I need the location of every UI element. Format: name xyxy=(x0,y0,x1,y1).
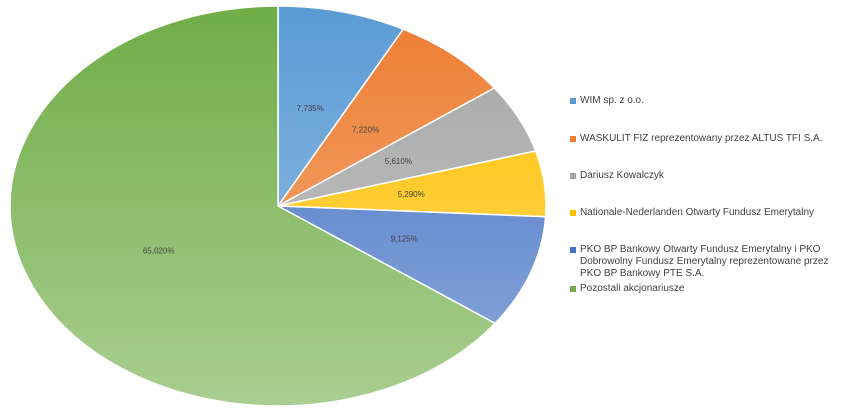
legend: WIM sp. z o.o. WASKULIT FIZ reprezentowan… xyxy=(570,95,848,295)
legend-swatch xyxy=(570,136,576,142)
legend-swatch xyxy=(570,98,576,104)
legend-label: WIM sp. z o.o. xyxy=(580,95,644,106)
data-label: 9,125% xyxy=(391,234,418,243)
legend-label: Nationale-Nederlanden Otwarty Fundusz Em… xyxy=(580,207,814,218)
legend-swatch xyxy=(570,173,576,179)
legend-label: Pozostali akcjonariusze xyxy=(580,283,685,294)
data-label: 7,735% xyxy=(297,104,324,113)
pie-slice xyxy=(9,5,497,407)
data-label: 65,020% xyxy=(143,247,175,256)
data-label: 5,610% xyxy=(385,157,412,166)
data-label: 5,290% xyxy=(398,190,425,199)
pie-slice xyxy=(277,205,547,325)
legend-label: PKO BP Bankowy Otwarty Fundusz Emerytaln… xyxy=(580,244,829,279)
legend-label: Dariusz Kowalczyk xyxy=(580,170,664,181)
legend-item: PKO BP Bankowy Otwarty Fundusz Emerytaln… xyxy=(570,244,848,280)
legend-swatch xyxy=(570,210,576,216)
legend-item: Pozostali akcjonariusze xyxy=(570,283,848,295)
pie-slice xyxy=(277,5,405,209)
legend-item: Nationale-Nederlanden Otwarty Fundusz Em… xyxy=(570,207,848,219)
data-label: 7,220% xyxy=(352,125,379,134)
legend-swatch xyxy=(570,286,576,292)
legend-item: WASKULIT FIZ reprezentowany przez ALTUS … xyxy=(570,133,848,145)
legend-item: Dariusz Kowalczyk xyxy=(570,170,848,182)
legend-label: WASKULIT FIZ reprezentowany przez ALTUS … xyxy=(580,133,823,144)
pie-slice xyxy=(277,28,496,207)
legend-swatch xyxy=(570,247,576,253)
legend-item: WIM sp. z o.o. xyxy=(570,95,848,107)
